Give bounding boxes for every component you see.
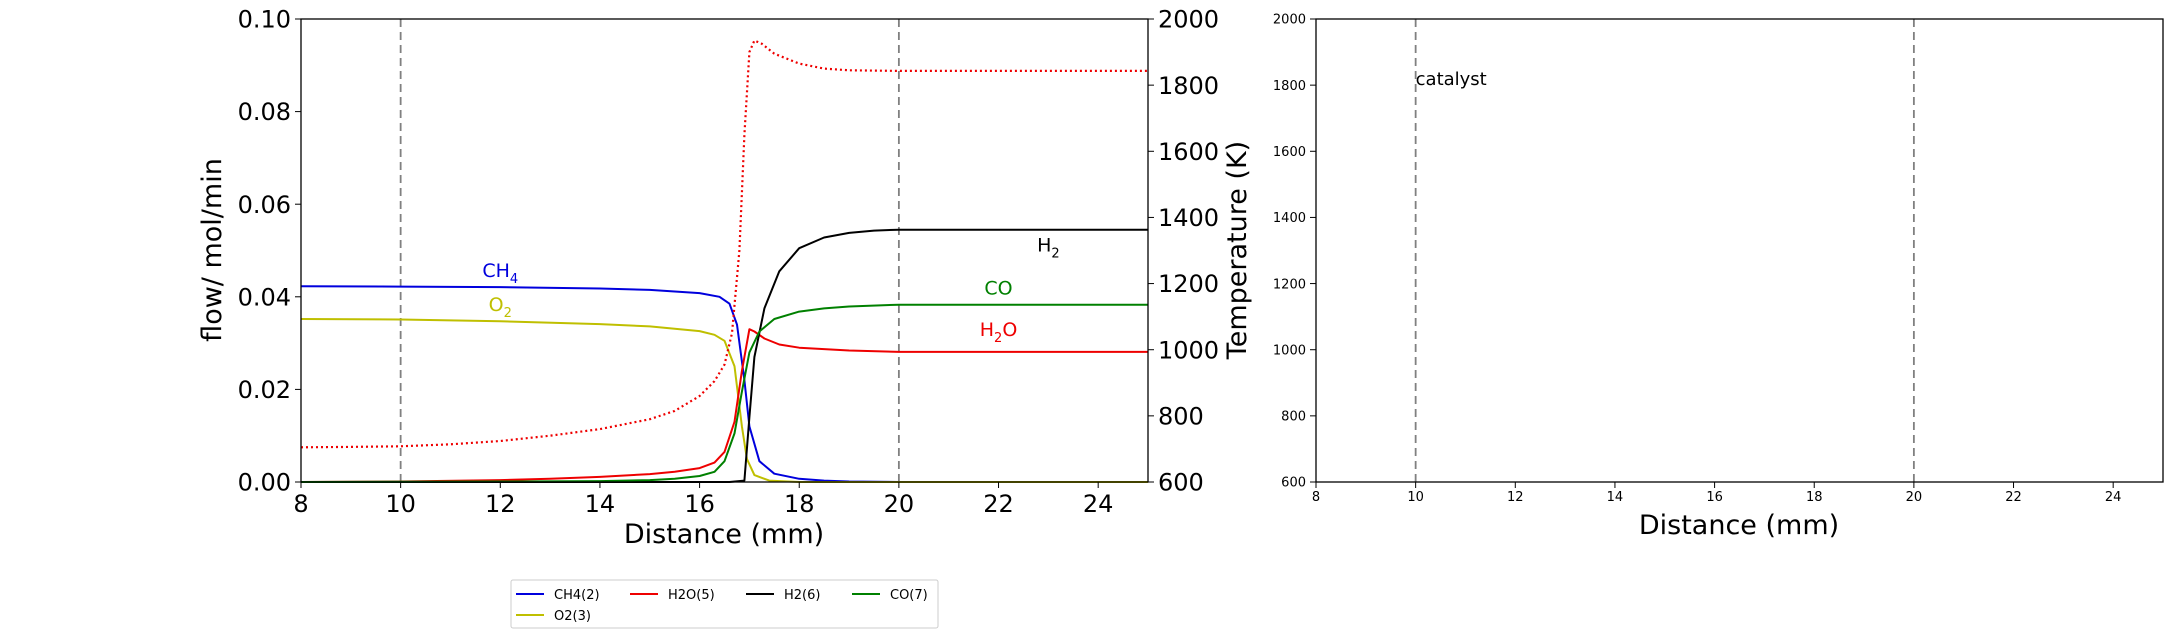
x-tick-label: 18 [1806,490,1823,505]
legend-label: H2(6) [784,588,820,603]
y-tick-label: 600 [1281,476,1306,491]
y-tick-label: 800 [1281,410,1306,425]
species-label-subscript: 2 [1051,246,1059,261]
legend-label: H2O(5) [668,588,715,603]
legend-label: O2(3) [554,609,591,624]
species-label-subscript: 2 [994,331,1002,346]
species-label-text: O [1002,319,1017,341]
chart1-vlines [399,19,900,482]
species-label: CO [984,277,1012,299]
y-tick-label: 1600 [1273,145,1306,160]
x-tick-label: 12 [485,490,516,518]
x-tick-label: 16 [684,490,715,518]
y2-tick-label: 1800 [1158,72,1219,100]
species-label: H2O [980,319,1018,346]
chart2-vlines [1414,19,1915,482]
x-tick-label: 24 [2105,490,2122,505]
x-tick-label: 14 [585,490,616,518]
y-tick-label: 0.10 [238,6,291,34]
chart1-y-ticks: 0.00 0.02 0.04 0.06 0.08 0.10 [238,6,301,497]
y-tick-label: 0.00 [238,469,291,497]
y2-tick-label: 2000 [1158,6,1219,34]
species-label-text: O [489,294,504,316]
species-label-text: CO [984,277,1012,299]
y-tick-label: 1400 [1273,211,1306,226]
species-label: O2 [489,294,512,321]
legend: CH4(2) H2O(5) H2(6) CO(7) O2(3) [510,579,939,629]
y-tick-label: 0.04 [238,283,291,311]
y2-tick-label: 800 [1158,402,1204,430]
chart1-x-axis-label: Distance (mm) [624,519,824,550]
species-label-subscript: 4 [510,272,518,287]
y-tick-label: 1800 [1273,79,1306,94]
chart1-series [300,39,1148,483]
chart2-y-ticks: 600 800 1000 1200 1400 1600 1800 2000 [1273,13,1316,491]
x-tick-label: 20 [1906,490,1923,505]
x-tick-label: 22 [2005,490,2022,505]
species-label-text: H [1037,234,1051,256]
species-label: H2 [1037,234,1060,261]
x-tick-label: 10 [1407,490,1424,505]
chart1-x-ticks: 8 10 12 14 16 18 20 22 24 [293,482,1113,518]
series-line-o2-3 [300,318,1148,483]
y2-tick-label: 1400 [1158,204,1219,232]
x-tick-label: 10 [385,490,416,518]
flow-temperature-chart: 8 10 12 14 16 18 20 22 24 0.000.020.040.060.080.… [197,6,1253,550]
x-tick-label: 18 [784,490,815,518]
y-tick-label: 1200 [1273,277,1306,292]
x-tick-label: 16 [1706,490,1723,505]
legend-label: CH4(2) [554,588,600,603]
series-line-ch4-2 [300,285,1148,483]
legend-label: CO(7) [890,588,928,603]
x-tick-label: 24 [1083,490,1114,518]
chart2-plot-frame [1315,18,2164,483]
chart1-y-axis-label: flow/ mol/min [197,158,228,342]
temperature-line [300,39,1148,449]
species-label-text: H [980,319,994,341]
series-line-h2o-5 [300,328,1148,483]
series-line-h2-6 [301,228,1148,483]
y2-tick-label: 600 [1158,469,1204,497]
y-tick-label: 1000 [1273,343,1306,358]
y2-tick-label: 1600 [1158,138,1219,166]
annotation-label: catalyst [1416,69,1487,90]
chart1-plot-frame [300,18,1149,483]
legend-frame [510,579,939,629]
chart2-annotations: catalyst [1416,69,1487,90]
y-tick-label: 2000 [1273,13,1306,28]
chart1-y2-ticks: 600 800 1000 1200 1400 1600 1800 2000 [1148,6,1219,497]
x-tick-label: 12 [1507,490,1524,505]
y2-tick-label: 1000 [1158,336,1219,364]
y2-tick-label: 1200 [1158,270,1219,298]
chart2-x-axis-label: Distance (mm) [1639,510,1839,541]
x-tick-label: 14 [1607,490,1624,505]
species-label-text: CH [482,260,510,282]
y-tick-label: 0.08 [238,98,291,126]
y-tick-label: 0.02 [238,376,291,404]
chart2-x-ticks: 8 10 12 14 16 18 20 22 24 [1312,482,2122,505]
catalyst-chart: 8 10 12 14 16 18 20 22 24 600 800 1000 1200 1400 1600… [1273,13,2164,541]
series-line-co-7 [300,303,1148,483]
x-tick-label: 8 [293,490,308,518]
x-tick-label: 8 [1312,490,1320,505]
y-tick-label: 0.06 [238,191,291,219]
chart1-y2-axis-label: Temperature (K) [1222,141,1253,360]
species-label-subscript: 2 [504,306,512,321]
x-tick-label: 22 [983,490,1014,518]
x-tick-label: 20 [884,490,915,518]
species-label: CH4 [482,260,518,287]
